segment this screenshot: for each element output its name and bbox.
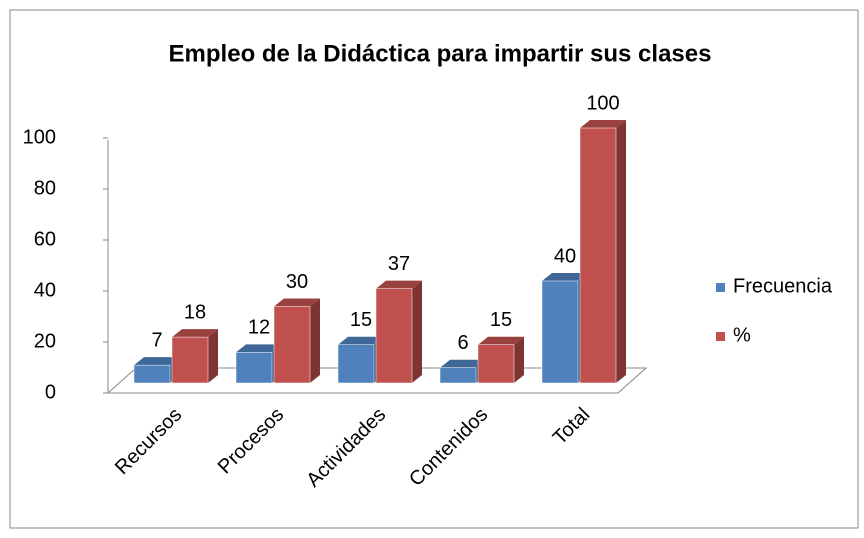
bar-side <box>514 336 524 383</box>
bar-top <box>580 120 626 128</box>
data-label: 37 <box>388 253 410 275</box>
bar-front <box>171 336 209 384</box>
data-label: 7 <box>151 329 162 351</box>
bar-top <box>440 359 486 368</box>
legend-swatch <box>716 332 725 341</box>
bar-side <box>616 120 626 383</box>
bar <box>273 298 320 384</box>
data-label: 40 <box>554 245 576 267</box>
data-label: 15 <box>350 309 372 331</box>
bar-side <box>412 280 422 383</box>
data-label: 15 <box>490 309 512 331</box>
bar-top <box>478 336 524 345</box>
bar <box>477 336 524 384</box>
bar-front <box>133 364 171 384</box>
y-tick-label: 80 <box>34 177 56 199</box>
bar <box>375 280 422 384</box>
bar-front <box>273 306 311 384</box>
bar-top <box>134 357 180 366</box>
bar-front <box>337 344 375 384</box>
y-tick-label: 20 <box>34 330 56 352</box>
bar-side <box>310 298 320 383</box>
data-label: 30 <box>286 271 308 293</box>
legend-label: Frecuencia <box>733 275 833 297</box>
data-label: 100 <box>586 92 619 114</box>
bar-top <box>274 298 320 307</box>
legend-swatch <box>716 283 725 292</box>
data-label: 18 <box>184 301 206 323</box>
bar <box>171 329 218 384</box>
bar-top <box>236 344 282 353</box>
bar-front <box>375 288 413 384</box>
bar-front <box>439 367 477 384</box>
bar-side <box>208 329 218 383</box>
chart-title: Empleo de la Didáctica para impartir sus… <box>169 40 712 67</box>
data-label: 6 <box>457 332 468 354</box>
bar <box>579 120 626 384</box>
bar-front <box>579 127 617 384</box>
bar-front <box>477 344 515 384</box>
bar-top <box>376 280 422 289</box>
bar-front <box>541 280 579 384</box>
bar-top <box>172 329 218 338</box>
y-tick-label: 60 <box>34 228 56 250</box>
chart-border <box>9 9 859 529</box>
bar-front <box>235 352 273 384</box>
y-tick-label: 40 <box>34 279 56 301</box>
bar-top <box>338 336 384 345</box>
legend-label: % <box>733 324 751 346</box>
data-label: 12 <box>248 317 270 339</box>
bar-top <box>542 273 588 281</box>
y-tick-label: 100 <box>23 126 56 148</box>
y-tick-label: 0 <box>45 381 56 403</box>
